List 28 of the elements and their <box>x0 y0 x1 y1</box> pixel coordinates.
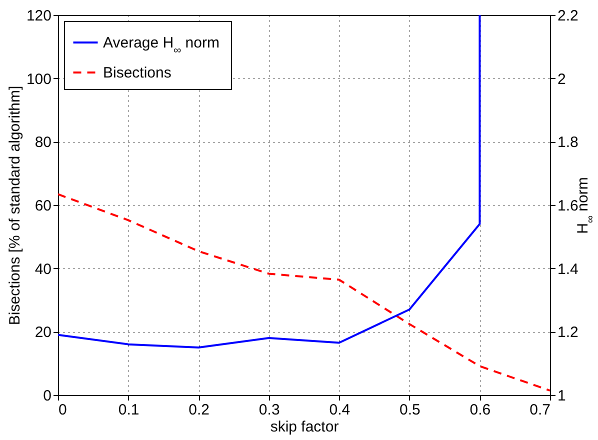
y2-tick-label: 2 <box>558 70 566 88</box>
y2-tick-label: 1.6 <box>558 198 578 214</box>
x-tick-label: 0 <box>58 402 67 418</box>
y2-tick-label: 1.2 <box>558 324 578 342</box>
x-tick-label: 0.6 <box>470 402 491 418</box>
x-tick-label: 0.3 <box>258 402 280 418</box>
y2-tick-label: 1.4 <box>558 260 578 278</box>
y-tick-label: 80 <box>34 134 52 152</box>
legend-label: Bisections <box>103 64 172 82</box>
y-tick-label: 20 <box>34 324 52 342</box>
y-tick-label: 100 <box>26 70 52 88</box>
x-tick-label: 0.1 <box>118 402 140 418</box>
y2-tick-label: 1.8 <box>558 134 578 152</box>
y-tick-label: 40 <box>34 260 52 278</box>
legend-label: Average H$_{∞}$ norm <box>103 34 220 56</box>
x-tick-label: 0.7 <box>530 402 550 418</box>
line-series <box>58 193 550 392</box>
y2-tick-label: 1 <box>558 388 566 404</box>
x-tick-label: 0.2 <box>188 402 210 418</box>
line-series <box>58 15 481 348</box>
y2-tick-label: 2.2 <box>558 8 578 24</box>
y-tick-label: 60 <box>34 198 52 214</box>
y-tick-label: 0 <box>43 388 52 404</box>
y-tick-label: 120 <box>26 8 52 24</box>
x-tick-label: 0.4 <box>329 402 350 418</box>
x-tick-label: 0.5 <box>400 402 420 418</box>
y-axis-title: Bisections [% of standard algorithm] <box>6 86 24 326</box>
x-axis-title: skip factor <box>270 418 339 436</box>
